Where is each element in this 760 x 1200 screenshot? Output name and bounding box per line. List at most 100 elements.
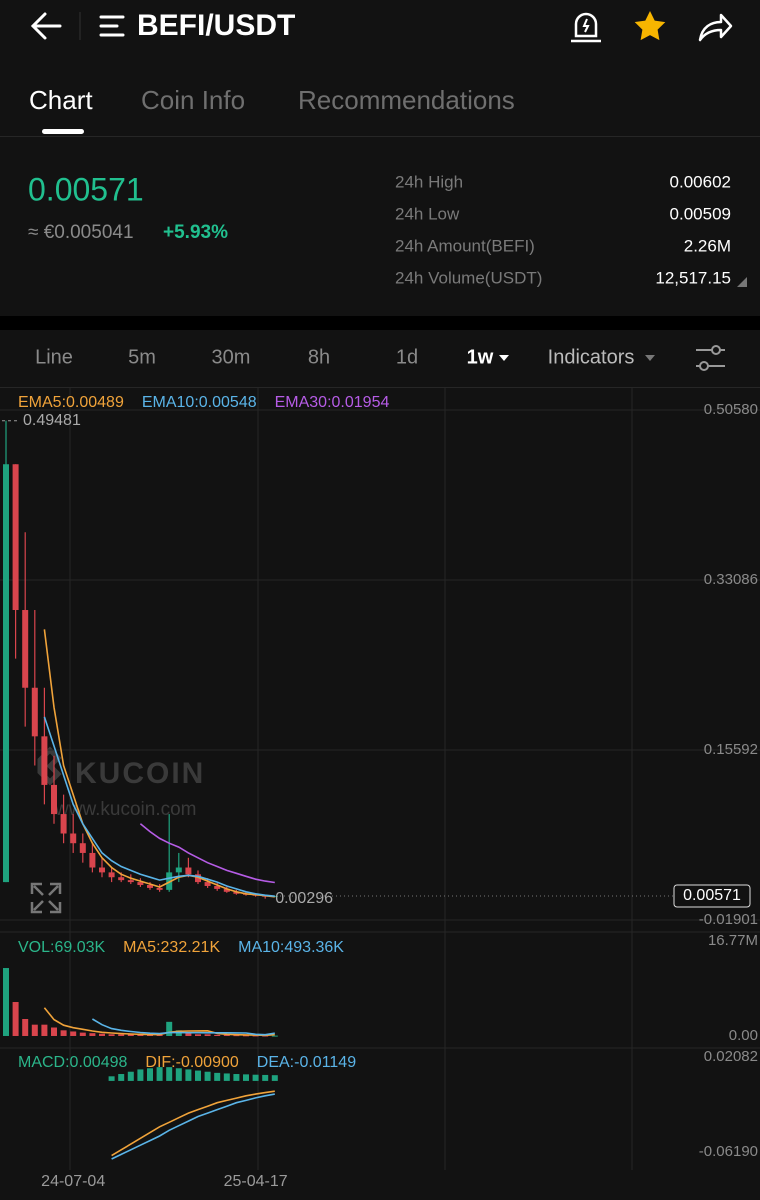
caret — [645, 355, 655, 361]
bar — [127, 1034, 134, 1036]
bar — [252, 1035, 259, 1037]
interval[interactable]: 30m — [212, 346, 251, 368]
candle-body — [166, 872, 173, 890]
y-tick-label: 0.33086 — [704, 571, 758, 588]
bar — [262, 1074, 269, 1081]
bar — [127, 1071, 134, 1081]
last-price-label: 0.00571 — [683, 887, 741, 904]
bar — [137, 1034, 144, 1036]
y-tick-label: -0.01901 — [699, 911, 758, 928]
stat-value: 12,517.15 — [655, 268, 731, 287]
legend-label: VOL:69.03K — [18, 939, 106, 956]
candle-body — [185, 867, 192, 875]
legend-label: MA10:493.36K — [238, 939, 344, 956]
y-tick-label: 0.02082 — [704, 1048, 758, 1065]
back-button[interactable] — [30, 12, 62, 40]
stat-value: 0.00509 — [670, 204, 731, 223]
watermark: KUCOIN www.kucoin.com — [37, 746, 205, 820]
legend-label: MACD:0.00498 — [18, 1054, 127, 1071]
stat-label: 24h High — [395, 172, 463, 191]
interval[interactable]: 1d — [396, 346, 418, 368]
bar — [185, 1033, 192, 1036]
bar — [31, 1024, 38, 1036]
candle-body — [108, 872, 115, 878]
candle-body — [51, 784, 57, 815]
stat-value: 2.26M — [684, 236, 731, 255]
pair-title: BEFI/USDT — [137, 9, 295, 42]
tab-active[interactable]: Chart — [29, 85, 93, 115]
corner-mark — [737, 277, 747, 287]
bar — [175, 1068, 182, 1081]
indicator-line — [43, 1007, 275, 1037]
share-button[interactable] — [698, 13, 733, 42]
legend-label: EMA30:0.01954 — [275, 394, 390, 411]
y-tick-label: 16.77M — [708, 932, 758, 949]
candle-body — [41, 736, 48, 785]
interval[interactable]: 5m — [128, 346, 156, 368]
bar — [166, 1067, 173, 1081]
price-change: +5.93% — [163, 222, 228, 243]
bar — [89, 1033, 96, 1036]
legend-label: MA5:232.21K — [123, 939, 220, 956]
legend-label: DEA:-0.01149 — [257, 1054, 356, 1071]
candle-body — [137, 882, 144, 886]
menu-button[interactable] — [99, 15, 125, 37]
candle-body — [79, 843, 86, 853]
settings-button[interactable] — [696, 345, 725, 371]
favorite-button[interactable] — [634, 11, 666, 41]
candle-body — [223, 888, 230, 892]
candle-body — [12, 464, 19, 611]
stat-label: 24h Volume(USDT) — [395, 268, 542, 287]
candle-body — [214, 885, 221, 889]
bar — [51, 1027, 57, 1036]
candle-body — [3, 464, 9, 883]
bar — [214, 1072, 221, 1081]
candle-body — [147, 885, 153, 888]
fullscreen-button[interactable] — [30, 882, 62, 914]
bar — [147, 1034, 153, 1036]
y-tick-label: 0.50580 — [704, 401, 758, 418]
candle-body — [89, 852, 96, 868]
alert-button[interactable] — [571, 12, 601, 43]
last-price-tag — [673, 884, 751, 908]
bar — [252, 1074, 259, 1081]
interval[interactable]: Line — [35, 346, 73, 368]
candle-body — [127, 880, 134, 883]
watermark-brand: KUCOIN — [75, 757, 205, 790]
candle-body — [118, 877, 125, 881]
bar — [195, 1070, 201, 1081]
bar — [233, 1074, 240, 1081]
bar — [156, 1034, 163, 1036]
bar — [99, 1033, 105, 1036]
candle-body — [156, 887, 163, 890]
max-label: 0.49481 — [23, 412, 81, 429]
indicator-line — [43, 716, 275, 897]
bar — [243, 1074, 249, 1081]
bar — [185, 1069, 192, 1081]
last-price: 0.00571 — [28, 171, 144, 207]
bar — [108, 1034, 115, 1036]
candle-body — [204, 882, 211, 886]
tab[interactable]: Recommendations — [298, 85, 515, 115]
bar — [60, 1030, 67, 1036]
stat-label: 24h Low — [395, 204, 460, 223]
bar — [147, 1068, 153, 1081]
x-tick-label: 24-07-04 — [41, 1173, 105, 1190]
indicators-button[interactable]: Indicators — [548, 346, 635, 368]
interval[interactable]: 8h — [308, 346, 330, 368]
watermark-url: www.kucoin.com — [54, 799, 197, 820]
bar — [204, 1071, 211, 1081]
bar — [223, 1073, 230, 1081]
bar — [214, 1034, 221, 1036]
candle-body — [233, 891, 240, 894]
vertical-grid — [0, 388, 760, 1170]
candle-body — [99, 867, 105, 873]
bar — [79, 1032, 86, 1036]
bar — [70, 1031, 77, 1036]
bar — [12, 1002, 19, 1036]
tab[interactable]: Coin Info — [141, 85, 245, 115]
band — [0, 316, 760, 330]
bar — [204, 1034, 211, 1036]
interval-active[interactable]: 1w — [467, 346, 494, 368]
